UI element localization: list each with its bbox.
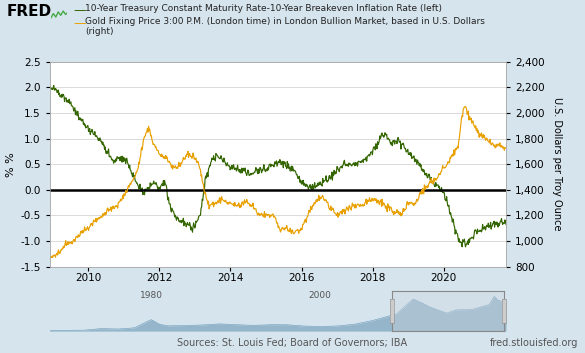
Text: —: —	[73, 17, 85, 30]
Text: fred.stlouisfed.org: fred.stlouisfed.org	[490, 338, 578, 348]
Y-axis label: % %: % %	[6, 152, 16, 176]
Text: FRED: FRED	[7, 4, 52, 18]
Y-axis label: U.S. Dollars per Troy Ounce: U.S. Dollars per Troy Ounce	[552, 97, 562, 231]
Text: 1980: 1980	[140, 291, 163, 300]
Text: —: —	[73, 4, 85, 17]
Text: Gold Fixing Price 3:00 P.M. (London time) in London Bullion Market, based in U.S: Gold Fixing Price 3:00 P.M. (London time…	[85, 17, 485, 36]
Text: 10-Year Treasury Constant Maturity Rate-10-Year Breakeven Inflation Rate (left): 10-Year Treasury Constant Maturity Rate-…	[85, 4, 442, 13]
Text: Sources: St. Louis Fed; Board of Governors; IBA: Sources: St. Louis Fed; Board of Governo…	[177, 338, 408, 348]
Text: 2000: 2000	[309, 291, 332, 300]
